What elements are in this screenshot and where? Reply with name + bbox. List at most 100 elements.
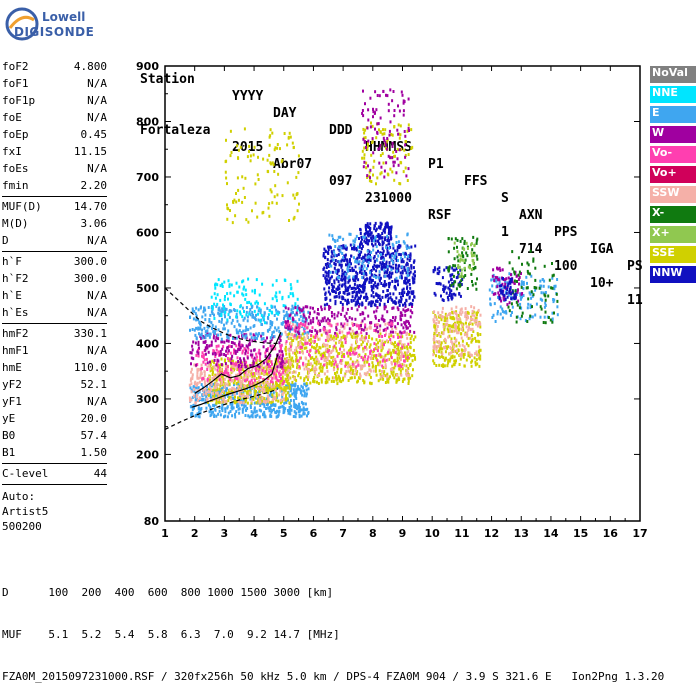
echo-point [412, 260, 415, 264]
echo-point [360, 343, 363, 347]
echo-point [337, 253, 340, 257]
echo-point [244, 336, 247, 340]
echo-point [301, 393, 304, 397]
echo-point [362, 347, 365, 351]
echo-point [271, 409, 274, 413]
echo-point [318, 350, 321, 354]
echo-point [246, 373, 249, 377]
echo-point [381, 247, 384, 251]
echo-point [379, 130, 382, 134]
echo-point [209, 332, 212, 336]
param-name: hmF2 [2, 327, 29, 340]
echo-point [239, 304, 242, 308]
echo-point [207, 403, 210, 407]
echo-point [442, 323, 445, 326]
echo-point [238, 348, 241, 352]
echo-point [292, 388, 295, 392]
echo-point [444, 350, 447, 354]
param-name: C-level [2, 467, 49, 480]
echo-point [448, 268, 450, 272]
echo-point [384, 236, 387, 240]
echo-point [452, 274, 455, 278]
echo-point [197, 391, 199, 395]
echo-point [327, 248, 330, 252]
echo-point [372, 110, 375, 114]
echo-point [219, 384, 222, 388]
echo-point [307, 412, 310, 416]
param-value: 52.1 [80, 378, 108, 391]
echo-point [368, 225, 371, 229]
echo-point [352, 363, 355, 367]
echo-point [376, 239, 379, 243]
echo-point [372, 234, 375, 238]
echo-point [338, 379, 341, 383]
echo-point [267, 406, 270, 410]
echo-point [366, 174, 369, 178]
echo-point [292, 415, 295, 418]
echo-point [381, 339, 384, 343]
echo-point [213, 332, 216, 336]
echo-point [248, 312, 251, 316]
echo-point [215, 363, 218, 367]
echo-point [369, 232, 372, 236]
echo-point [188, 396, 191, 400]
echo-point [354, 274, 357, 278]
echo-point [253, 409, 256, 413]
echo-point [233, 294, 236, 298]
echo-point [443, 364, 446, 368]
echo-point [437, 355, 440, 359]
echo-point [271, 344, 274, 348]
echo-point [293, 376, 296, 380]
echo-point [281, 350, 284, 354]
echo-point [262, 382, 265, 385]
scaled-parameters-panel: foF2 4.800 foF1 N/A foF1p N/A foE N/A foEp 0.… [2, 58, 107, 534]
echo-point [244, 351, 247, 355]
echo-point [262, 157, 265, 161]
echo-point [229, 302, 232, 306]
param-name: h`F [2, 255, 22, 268]
echo-point [237, 188, 240, 192]
echo-point [389, 255, 392, 259]
echo-point [256, 393, 259, 397]
echo-point [257, 178, 260, 181]
echo-point [344, 274, 346, 278]
echo-point [293, 328, 296, 332]
echo-point [292, 146, 295, 150]
echo-point [397, 342, 400, 346]
echo-point [414, 357, 417, 361]
echo-point [359, 312, 362, 316]
echo-point [390, 272, 393, 276]
echo-point [375, 343, 378, 347]
echo-point [457, 272, 460, 276]
echo-point [349, 232, 352, 236]
echo-point [379, 143, 382, 147]
echo-point [397, 283, 399, 287]
echo-point [471, 254, 473, 258]
echo-point [408, 356, 411, 360]
echo-point [450, 350, 453, 354]
echo-point [305, 317, 308, 321]
echo-point [378, 226, 381, 230]
echo-point [366, 342, 368, 346]
echo-point [214, 403, 217, 407]
echo-point [315, 332, 318, 335]
echo-point [329, 246, 332, 250]
echo-point [251, 311, 254, 314]
echo-point [333, 362, 336, 366]
echo-point [454, 324, 457, 328]
echo-point [358, 302, 361, 306]
echo-point [221, 309, 224, 313]
echo-point [314, 371, 317, 375]
echo-point [440, 355, 443, 359]
echo-point [319, 369, 322, 373]
echo-point [478, 364, 481, 368]
echo-point [392, 370, 395, 374]
echo-point [359, 243, 361, 247]
echo-point [401, 265, 404, 269]
echo-point [461, 258, 464, 262]
echo-point [291, 363, 294, 367]
echo-point [401, 313, 404, 317]
echo-point [240, 401, 243, 404]
echo-point [220, 340, 223, 344]
echo-point [282, 370, 285, 374]
